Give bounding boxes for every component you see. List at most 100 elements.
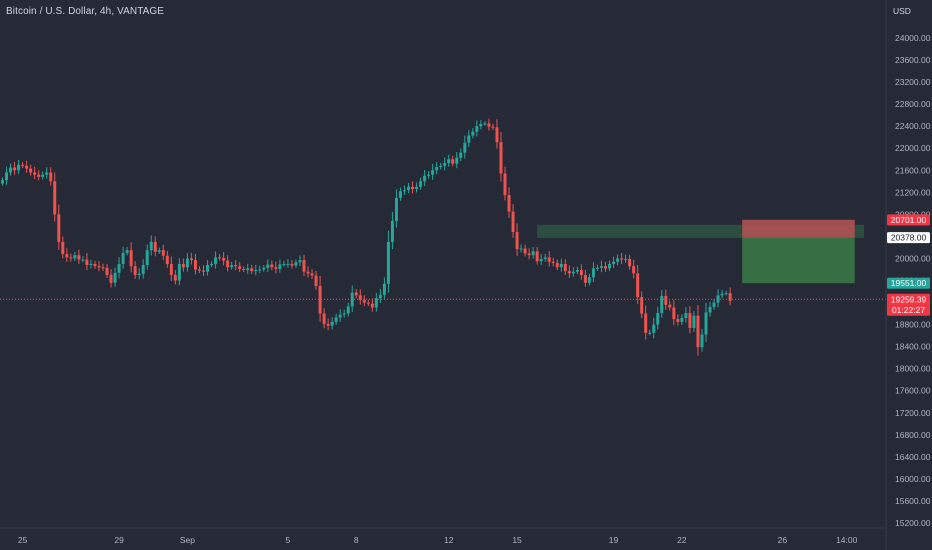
candle-body (692, 315, 696, 328)
candle-body (266, 264, 270, 268)
candle-body (700, 334, 704, 348)
price-label-badge (887, 232, 930, 244)
candle-body (214, 257, 218, 264)
candle-body (77, 255, 81, 260)
candle-body (322, 313, 326, 325)
candle-body (411, 186, 415, 190)
price-label-text: 20701.00 (891, 215, 927, 225)
candlestick-series[interactable] (1, 118, 732, 356)
candle-body (407, 186, 411, 191)
candle-body (467, 135, 471, 143)
candle-body (117, 263, 121, 273)
candle-body (342, 313, 346, 315)
candle-body (145, 250, 149, 266)
candle-body (89, 263, 93, 266)
price-tick-label: 15600.00 (895, 496, 931, 506)
price-label-badge (887, 277, 930, 289)
candle-body (193, 260, 197, 270)
candle-body (306, 271, 310, 274)
candle-body (628, 259, 632, 267)
candle-body (503, 173, 507, 196)
candle-body (511, 211, 515, 232)
candle-body (197, 269, 201, 271)
candle-body (604, 266, 607, 269)
candle-body (185, 258, 189, 268)
candle-body (5, 172, 9, 181)
price-tick-label: 20000.00 (895, 253, 931, 263)
candle-body (664, 295, 668, 305)
candle-body (394, 197, 398, 221)
drawing-zones[interactable] (537, 219, 864, 284)
candle-body (455, 157, 459, 164)
candle-body (632, 266, 636, 274)
currency-label[interactable]: USD (893, 6, 911, 16)
candle-body (169, 263, 173, 275)
candle-body (595, 267, 599, 269)
candle-body (202, 270, 205, 272)
candle-body (278, 264, 282, 269)
candle-body (85, 259, 89, 266)
candle-body (93, 263, 97, 267)
candle-body (326, 324, 330, 326)
candle-body (491, 126, 495, 128)
candle-body (479, 123, 483, 127)
candle-body (640, 297, 644, 314)
candle-body (330, 321, 334, 326)
candle-body (439, 165, 443, 167)
candle-body (17, 164, 21, 171)
candle-body (463, 142, 467, 153)
time-tick-label: 14:00 (836, 535, 858, 545)
candle-body (53, 181, 57, 215)
candle-body (97, 266, 101, 268)
price-tick-label: 18800.00 (895, 320, 931, 330)
candle-body (519, 248, 523, 250)
candle-body (435, 166, 439, 171)
candle-body (656, 313, 660, 325)
candle-body (173, 274, 177, 281)
price-label-badge (887, 214, 930, 226)
candle-body (672, 307, 676, 320)
countdown-text: 01:22:27 (892, 305, 925, 315)
price-tick-label: 18000.00 (895, 364, 931, 374)
candle-body (559, 263, 563, 268)
zone-take-profit[interactable] (742, 237, 855, 284)
candle-body (9, 167, 13, 173)
price-tick-label: 24000.00 (895, 33, 931, 43)
candle-body (555, 262, 559, 268)
candle-body (358, 295, 362, 300)
time-tick-label: 25 (18, 535, 28, 545)
candle-body (121, 252, 125, 264)
price-tick-label: 22000.00 (895, 143, 931, 153)
candle-body (583, 274, 587, 283)
price-label-text: 20378.00 (891, 233, 927, 243)
price-tick-label: 16000.00 (895, 474, 931, 484)
candle-body (302, 260, 306, 272)
time-axis[interactable]: 25 29 Sep 5 8 12 15 19 22 26 14:00 (18, 535, 858, 545)
candle-body (57, 214, 61, 242)
candle-body (415, 186, 419, 190)
zone-stop-loss[interactable] (742, 219, 855, 238)
candle-body (708, 306, 712, 313)
candle-body (636, 273, 640, 298)
candle-body (431, 170, 435, 175)
candle-body (262, 267, 266, 270)
candle-body (350, 292, 354, 307)
candle-body (25, 165, 29, 169)
candle-body (282, 263, 286, 265)
candle-body (507, 195, 511, 212)
candle-body (133, 266, 137, 275)
candle-body (471, 131, 475, 136)
candle-body (398, 191, 402, 198)
candle-body (314, 275, 318, 287)
candle-body (539, 259, 543, 262)
candle-body (181, 263, 185, 268)
candle-body (294, 262, 298, 266)
candle-body (161, 250, 165, 256)
candle-body (648, 332, 652, 334)
price-label-badge (887, 293, 930, 316)
candle-body (362, 299, 366, 303)
candle-body (286, 263, 290, 265)
price-tick-label: 22800.00 (895, 99, 931, 109)
candle-body (608, 263, 612, 269)
